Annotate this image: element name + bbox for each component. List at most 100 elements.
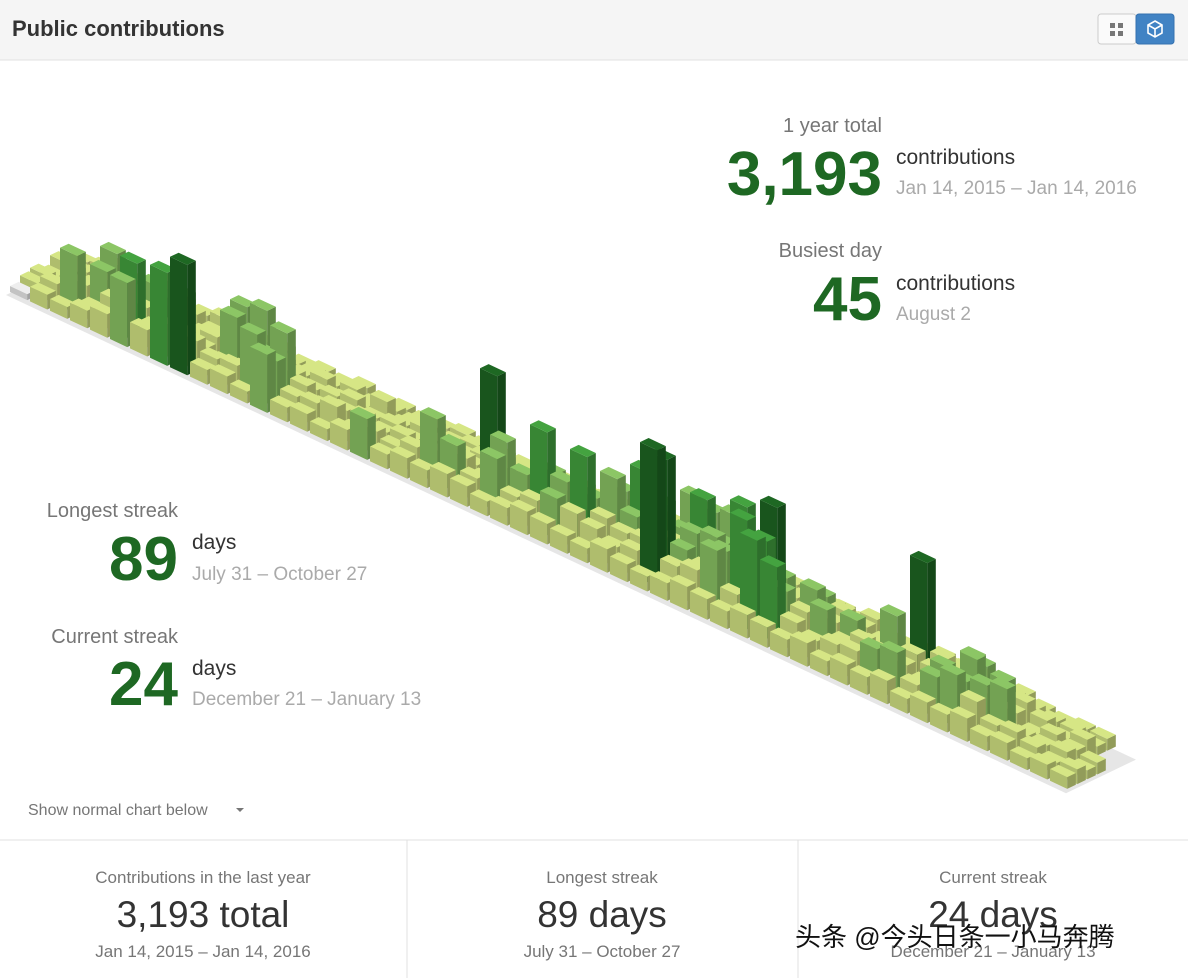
bar-top-face	[1070, 727, 1096, 740]
bar-top-face	[990, 677, 1016, 690]
caret-icon	[236, 808, 244, 812]
bar-top-face	[280, 384, 306, 397]
bar-front-face	[930, 706, 948, 733]
contribution-bar	[1050, 764, 1076, 789]
bar-top-face	[470, 489, 496, 502]
bar-top-face	[930, 647, 956, 660]
bar-top-face	[430, 461, 456, 475]
bar-side-face	[1097, 758, 1106, 775]
stat-value: 89	[109, 525, 178, 594]
bar-top-face	[920, 665, 946, 678]
bar-top-face	[510, 463, 536, 476]
bar-top-face	[1040, 750, 1066, 763]
panel-label: Longest streak	[546, 868, 658, 887]
bar-top-face	[320, 394, 346, 408]
bar-top-face	[550, 470, 576, 483]
bar-top-face	[960, 647, 986, 660]
bar-top-face	[810, 649, 836, 662]
stat-label: Busiest day	[779, 240, 882, 262]
bar-top-face	[670, 538, 696, 551]
bar-top-face	[210, 364, 236, 377]
bar-front-face	[990, 735, 1008, 761]
bar-top-face	[950, 706, 976, 719]
bar-top-face	[1060, 757, 1086, 770]
icon	[1110, 31, 1115, 36]
bar-top-face	[40, 272, 66, 285]
bar-top-face	[1090, 726, 1116, 739]
bar-top-face	[420, 407, 446, 420]
bar-top-face	[480, 446, 506, 460]
bar-front-face	[60, 247, 78, 315]
bar-top-face	[700, 525, 726, 538]
bar-front-face	[30, 286, 48, 310]
bar-top-face	[350, 376, 376, 389]
bar-top-face	[1050, 764, 1076, 778]
bar-top-face	[300, 391, 326, 404]
bar-top-face	[800, 578, 826, 591]
contribution-bar	[640, 438, 666, 587]
bar-top-face	[440, 433, 466, 447]
contribution-bar	[60, 243, 86, 315]
bar-top-face	[270, 321, 296, 334]
header-title: Public contributions	[12, 16, 225, 41]
bar-top-face	[10, 281, 36, 295]
bar-top-face	[170, 252, 196, 265]
contribution-bar	[530, 511, 556, 545]
bar-front-face	[850, 669, 868, 695]
contribution-bar	[250, 342, 276, 413]
bar-top-face	[330, 417, 356, 430]
bar-top-face	[110, 270, 136, 284]
bar-top-face	[650, 571, 676, 584]
bar-front-face	[510, 503, 528, 536]
bar-top-face	[220, 305, 246, 318]
bar-top-face	[120, 251, 146, 264]
bar-front-face	[470, 493, 488, 517]
bar-front-face	[70, 302, 88, 329]
bar-top-face	[610, 552, 636, 565]
bar-top-face	[350, 406, 376, 420]
contribution-bar	[170, 252, 196, 376]
bar-top-face	[570, 444, 596, 458]
bar-side-face	[77, 251, 86, 315]
bar-top-face	[480, 364, 506, 377]
bar-top-face	[850, 665, 876, 678]
bar-top-face	[580, 517, 606, 530]
bar-top-face	[740, 528, 766, 541]
bar-front-face	[390, 450, 408, 479]
bar-top-face	[450, 423, 476, 436]
bar-front-face	[910, 694, 928, 724]
bar-top-face	[1030, 708, 1056, 721]
bar-front-face	[640, 442, 658, 587]
bar-top-face	[490, 430, 516, 443]
bar-front-face	[570, 540, 588, 564]
bar-top-face	[670, 574, 696, 587]
bar-front-face	[430, 466, 448, 498]
bar-top-face	[370, 389, 396, 403]
bar-front-face	[670, 578, 688, 611]
show-chart-link[interactable]: Show normal chart below	[28, 802, 208, 819]
bar-top-face	[50, 294, 76, 308]
bar-top-face	[660, 554, 686, 567]
bar-top-face	[770, 627, 796, 640]
bar-top-face	[90, 259, 116, 273]
bar-side-face	[1097, 742, 1106, 756]
bar-top-face	[500, 485, 526, 498]
icon	[1118, 23, 1123, 28]
grid-view-button[interactable]	[1097, 13, 1137, 45]
bar-top-face	[640, 438, 666, 451]
bar-top-face	[70, 298, 96, 311]
stat-unit: days	[192, 657, 236, 680]
bar-front-face	[270, 399, 288, 423]
bar-side-face	[1077, 765, 1086, 785]
bar-side-face	[657, 446, 666, 587]
bar-top-face	[60, 243, 86, 256]
bar-front-face	[710, 603, 728, 630]
bar-top-face	[820, 632, 846, 645]
bar-front-face	[170, 256, 188, 376]
bar-front-face	[1010, 750, 1028, 771]
bar-top-face	[590, 537, 616, 550]
stat-label: Longest streak	[47, 500, 179, 522]
bar-top-face	[890, 686, 916, 699]
bar-top-face	[290, 401, 316, 415]
